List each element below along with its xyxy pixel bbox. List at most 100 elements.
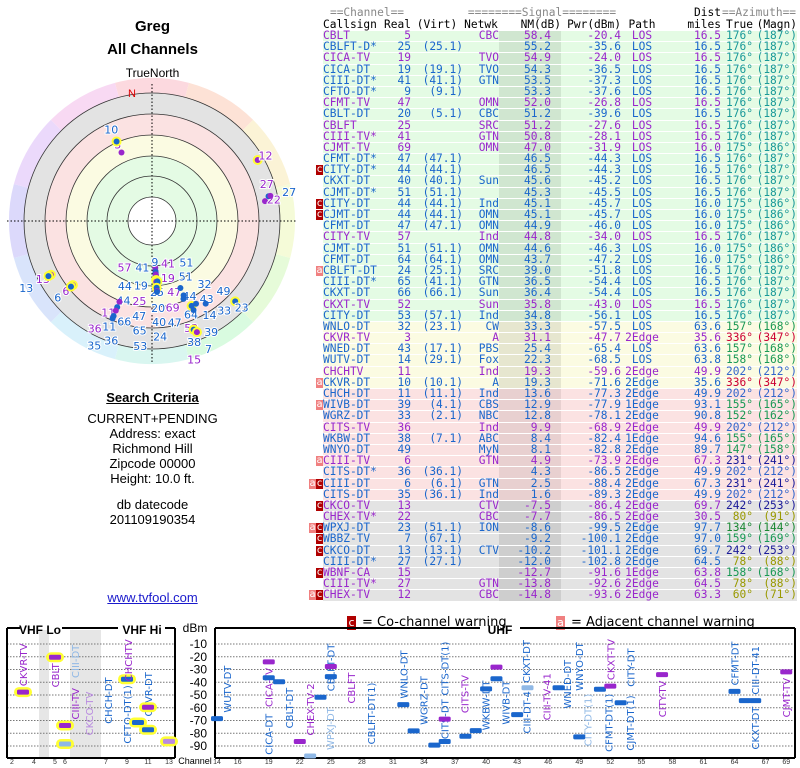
tvfool-link[interactable]: www.tvfool.com — [107, 590, 198, 605]
table-row[interactable]: a c CHEX-TV 12 CBC -14.8 -93.6 2Edge 63.3 60° (71°… — [300, 589, 797, 602]
table-row[interactable]: WNYO-DT 49 MyN 8.1 -82.8 2Edge 89.7 147° (158°) — [300, 444, 797, 457]
table-row[interactable]: a CIII-TV 6 GTN 4.9 -73.9 2Edge 67.3 231° (241°) — [300, 455, 797, 468]
table-row[interactable]: CHCHTV 11 Ind 19.3 -59.6 2Edge 49.9 202° (212°) — [300, 365, 797, 378]
table-row[interactable]: a WIVB-DT 39 (4.1) CBS 12.9 -77.9 1Edge 93.1 155°… — [300, 399, 797, 412]
polar-channel-label: 47 — [168, 317, 182, 330]
table-row[interactable]: c CKCO-TV 13 CTV -7.5 -86.4 2Edge 69.7 242° (253°… — [300, 500, 797, 513]
table-row[interactable]: CIII-DT* 41 (41.1) GTN 53.5 -37.3 LOS 16.5 176°(… — [300, 75, 797, 87]
table-row[interactable]: CFMT-DT 64 (64.1) OMN 43.7 -47.2 LOS 16.0 175° (1… — [300, 254, 797, 266]
signal-mark — [163, 738, 175, 744]
table-row[interactable]: CITS-TV 36 Ind 9.9 -68.9 2Edge 49.9 202° (212°) — [300, 421, 797, 434]
table-row[interactable]: a CKVR-DT 10 (10.1) A 19.3 -71.6 2Edge 35.6 336°(… — [300, 376, 797, 389]
table-row[interactable]: c WBBZ-TV 7 (67.1) -9.2 -100.1 2Edge 97.0 159° (1… — [300, 533, 797, 546]
table-row[interactable]: WNLO-DT 32 (23.1) CW 33.3 -57.5 LOS 63.6 157° (16… — [300, 321, 797, 334]
x-tick-label: 4 — [32, 759, 36, 766]
table-row[interactable]: CKVR-TV 3 A 31.1 -47.7 2Edge 35.6 336° (347°) — [300, 332, 797, 345]
table-row[interactable]: CFTO-DT* 9 (9.1) 53.3 -37.6 LOS 16.5 176° (187°) — [300, 86, 797, 99]
co-channel-warning-badge: c — [316, 544, 323, 556]
table-row[interactable]: CIII-TV* 27 GTN -13.8 -92.6 2Edge 64.5 78° (88°) — [300, 578, 797, 591]
table-row[interactable]: CBLFT 25 SRC 51.2 -27.6 LOS 16.5 176° (187°) — [300, 119, 797, 132]
table-row[interactable]: CKXT-DT 40 (40.1) Sun 45.6 -45.2 LOS 16.5 176° (1… — [300, 175, 797, 188]
table-row[interactable]: CHEX-TV* 22 CBC -7.7 -86.5 2Edge 30.5 80° (91°) — [300, 511, 797, 524]
power-dbm: -35.6 — [561, 41, 621, 52]
x-tick-label: 69 — [782, 759, 790, 766]
table-row[interactable]: CITY-TV 57 Ind 44.8 -34.0 LOS 16.5 176° (187°) — [300, 231, 797, 244]
table-row[interactable]: CJMT-DT 51 (51.1) OMN 44.6 -46.3 LOS 16.0 175° (1… — [300, 242, 797, 255]
power-dbm: -59.6 — [561, 365, 621, 377]
table-row[interactable]: CITS-DT 35 (36.1) Ind 1.6 -89.3 2Edge 49.9 202°(… — [300, 488, 797, 501]
warning-badges — [300, 221, 323, 232]
table-row[interactable]: a c CIII-DT 6 (6.1) GTN 2.5 -88.4 2Edge 67.3 231°(… — [300, 477, 797, 490]
table-row[interactable]: CFMT-DT* 47 (47.1) 46.5 -44.3 LOS 16.5 176° (187… — [300, 153, 797, 166]
table-row[interactable]: c WBNF-CA 15 -12.7 -91.6 1Edge 63.8 158° (168°) — [300, 567, 797, 580]
distance-miles: 16.5 — [663, 175, 721, 187]
signal-mark — [121, 676, 133, 682]
table-row[interactable]: CJMT-DT* 51 (51.1) 45.3 -45.5 LOS 16.5 176° (187… — [300, 186, 797, 199]
path: LOS — [621, 130, 663, 142]
table-row[interactable]: c CKCO-DT 13 (13.1) CTV -10.2 -101.1 2Edge 69.7 2… — [300, 544, 797, 557]
adjacent-channel-legend: a = Adjacent channel warning — [556, 615, 755, 630]
warning-badges — [300, 75, 323, 86]
path: LOS — [621, 209, 663, 220]
power-dbm: -86.5 — [561, 511, 621, 522]
path: 2Edge — [621, 410, 663, 422]
table-row[interactable]: c CJMT-DT 44 (44.1) OMN 45.1 -45.7 LOS 16.0 175°(… — [300, 209, 797, 222]
signal-mark-label: CFTO-DT(1) — [123, 685, 134, 743]
distance-miles: 16.5 — [663, 52, 721, 64]
signal-mark-label: WNYO-DT — [575, 641, 586, 690]
warning-badges — [300, 556, 323, 568]
power-dbm: -65.4 — [561, 343, 621, 354]
table-row[interactable]: CBLT 5 CBC 58.4 -20.4 LOS 16.5 176° (187°) — [300, 30, 797, 43]
network: CTV — [463, 544, 499, 556]
table-row[interactable]: CICA-DT 19 (19.1) TVO 54.3 -36.5 LOS 16.5 176° (1… — [300, 63, 797, 76]
table-row[interactable]: CBLT-DT 20 (5.1) CBC 51.2 -39.6 LOS 16.5 176° (18… — [300, 108, 797, 121]
virtual-channel — [411, 444, 463, 456]
table-row[interactable]: CFMT-TV 47 OMN 52.0 -26.8 LOS 16.5 176° (187°) — [300, 97, 797, 110]
table-row[interactable]: CFMT-DT 47 (47.1) OMN 44.9 -46.0 LOS 16.0 175° (1… — [300, 220, 797, 233]
table-row[interactable]: CITY-DT 53 (57.1) Ind 34.8 -56.1 LOS 16.5 176° (1… — [300, 309, 797, 322]
distance-miles: 16.5 — [663, 153, 721, 164]
network: Ind — [463, 488, 499, 500]
table-row[interactable]: c CITY-DT* 44 (44.1) 46.5 -44.3 LOS 16.5 176° (18… — [300, 164, 797, 177]
table-row[interactable]: CHCH-DT 11 (11.1) Ind 13.6 -77.3 2Edge 49.9 202°… — [300, 388, 797, 401]
table-row[interactable]: WNED-DT 43 (17.1) PBS 25.4 -65.4 LOS 63.6 157° (1… — [300, 343, 797, 356]
polar-channel-label: 23 — [235, 302, 249, 315]
path: LOS — [621, 287, 663, 299]
warning-badges: a — [300, 456, 323, 467]
table-row[interactable]: WGRZ-DT 33 (2.1) NBC 12.8 -78.1 2Edge 90.8 152°(… — [300, 410, 797, 423]
nm-db: 47.0 — [499, 142, 561, 153]
signal-mark-label: CIII-DT-41 — [751, 646, 762, 695]
table-row[interactable]: CKXT-TV 52 Sun 35.8 -43.0 LOS 16.5 176° (187°) — [300, 298, 797, 311]
path: LOS — [621, 354, 663, 366]
table-row[interactable]: CIII-TV* 41 GTN 50.8 -28.1 LOS 16.5 176° (187°) — [300, 130, 797, 143]
nm-db: 13.6 — [499, 388, 561, 399]
table-row[interactable]: c CITY-DT 44 (44.1) Ind 45.1 -45.7 LOS 16.0 175°(… — [300, 198, 797, 210]
azimuth-true: 176° — [721, 164, 753, 175]
real-channel: 22 — [381, 511, 411, 522]
path: 2Edge — [621, 388, 663, 399]
distance-miles: 97.0 — [663, 533, 721, 545]
adjacent-channel-warning-badge: a — [316, 376, 323, 388]
table-row[interactable]: WKBW-DT 38 (7.1) ABC 8.4 -82.4 1Edge 94.6 155° (1… — [300, 433, 797, 445]
table-row[interactable]: WUTV-DT 14 (29.1) Fox 22.3 -68.5 LOS 63.8 158° (1… — [300, 354, 797, 367]
table-row[interactable]: CBLFT-D* 25 (25.1) 55.2 -35.6 LOS 16.5 176° (187… — [300, 41, 797, 54]
polar-channel-label: 11 — [102, 321, 116, 334]
callsign: WUTV-DT — [323, 354, 381, 366]
adjacent-channel-warning-badge: a — [309, 589, 316, 601]
co-channel-warning-badge: c — [316, 164, 323, 176]
table-row[interactable]: CITS-DT* 36 (36.1) 4.3 -86.5 2Edge 49.9 202° (21… — [300, 466, 797, 479]
table-row[interactable]: CICA-TV 19 TVO 54.9 -24.0 LOS 16.5 176° (187°) — [300, 52, 797, 65]
path: 2Edge — [621, 589, 663, 601]
callsign: CIII-DT* — [323, 556, 381, 567]
callsign: WNLO-DT — [323, 321, 381, 332]
network: MyN — [463, 444, 499, 455]
table-row[interactable]: a c WPXJ-DT 23 (51.1) ION -8.6 -99.5 2Edge 97.7 13… — [300, 522, 797, 535]
table-row[interactable]: CJMT-TV 69 OMN 47.0 -31.9 LOS 16.0 175° (186°) — [300, 142, 797, 155]
table-row[interactable]: CIII-DT* 65 (41.1) GTN 36.5 -54.4 LOS 16.5 176°(… — [300, 276, 797, 289]
warning-badges — [300, 444, 323, 456]
table-row[interactable]: CKXT-DT 66 (66.1) Sun 36.4 -54.4 LOS 16.5 176° (1… — [300, 287, 797, 300]
table-row[interactable]: CIII-DT* 27 (27.1) -12.0 -102.8 2Edge 64.5 78°(… — [300, 556, 797, 568]
table-row[interactable]: a CBLFT-DT 24 (25.1) SRC 39.0 -51.8 LOS 16.5 176°… — [300, 265, 797, 278]
polar-station-mark — [190, 307, 197, 314]
virtual-channel: (40.1) — [411, 175, 463, 187]
